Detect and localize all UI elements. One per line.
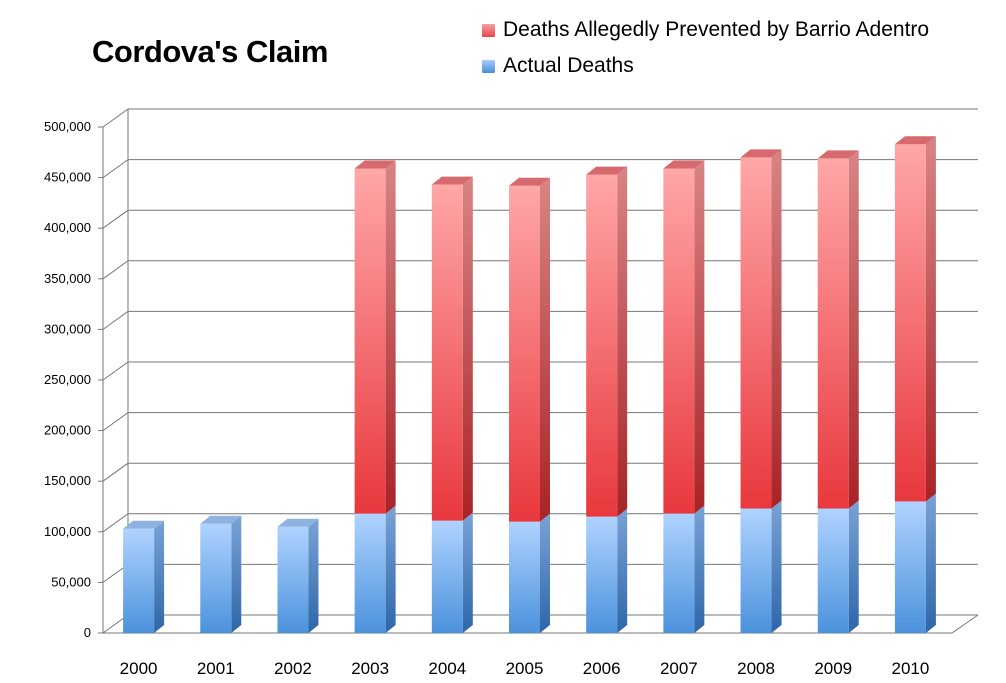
x-tick-label: 2000	[120, 659, 158, 678]
bar-side-prevented-2009	[848, 150, 859, 509]
legend-item-prevented: Deaths Allegedly Prevented by Barrio Ade…	[482, 12, 929, 48]
gridline-side	[102, 361, 129, 381]
x-axis: 2000 2001 2002 2003 2004 2005 2006 2007 2008 2009…	[120, 659, 930, 678]
bar-side-actual-2000	[154, 520, 165, 633]
bar-top-prevented-2005	[509, 177, 550, 186]
y-tick-label: 100,000	[44, 524, 91, 539]
bar-side-actual-2008	[771, 500, 782, 633]
bar-side-prevented-2008	[771, 149, 782, 509]
gridline-side	[102, 209, 129, 229]
bar-side-actual-2009	[848, 500, 859, 633]
bar-side-prevented-2003	[385, 160, 396, 514]
bar-side-actual-2005	[540, 513, 550, 633]
bar-top-prevented-2006	[586, 166, 628, 175]
bar-top-prevented-2008	[740, 149, 782, 158]
x-tick-label: 2006	[583, 659, 621, 678]
x-tick-label: 2007	[660, 659, 698, 678]
gridline-side	[102, 412, 129, 432]
y-tick-label: 150,000	[44, 473, 91, 488]
bar-top-actual-2001	[200, 515, 242, 524]
bar-prevented-2010	[894, 144, 926, 502]
bar-actual-2000	[123, 528, 155, 633]
legend-item-actual: Actual Deaths	[482, 48, 929, 84]
y-tick-label: 300,000	[44, 321, 91, 336]
bar-prevented-2007	[663, 168, 695, 514]
bar-side-prevented-2010	[925, 136, 936, 502]
bars	[123, 136, 936, 633]
bar-top-prevented-2003	[354, 160, 396, 169]
x-tick-label: 2010	[891, 659, 929, 678]
x-tick-label: 2004	[428, 659, 466, 678]
x-tick-label: 2009	[814, 659, 852, 678]
x-tick-label: 2003	[351, 659, 389, 678]
bar-actual-2009	[817, 508, 849, 633]
bar-actual-2001	[200, 523, 232, 633]
bar-top-prevented-2007	[663, 160, 705, 169]
bar-side-actual-2003	[385, 505, 396, 633]
y-tick-label: 50,000	[51, 574, 91, 589]
bar-prevented-2006	[586, 174, 618, 517]
bar-top-actual-2002	[277, 518, 319, 527]
y-axis: 0 50,000 100,000 150,000 200,000 250,000 300,0…	[44, 119, 103, 640]
bar-prevented-2003	[354, 168, 386, 514]
gridline-side	[102, 159, 129, 179]
x-tick-label: 2005	[506, 659, 544, 678]
bar-actual-2006	[586, 516, 618, 633]
legend-label-prevented: Deaths Allegedly Prevented by Barrio Ade…	[503, 18, 930, 41]
gridline-side	[102, 260, 129, 280]
bar-actual-2005	[509, 521, 540, 633]
y-tick-label: 450,000	[44, 170, 91, 185]
bar-side-actual-2001	[231, 515, 242, 633]
bar-prevented-2004	[431, 184, 463, 521]
x-tick-label: 2008	[737, 659, 775, 678]
bar-side-actual-2010	[925, 493, 936, 633]
bar-top-prevented-2004	[431, 176, 473, 185]
bar-side-actual-2007	[694, 505, 705, 633]
y-tick-label: 0	[84, 625, 91, 640]
y-tick-label: 500,000	[44, 119, 91, 134]
legend: Deaths Allegedly Prevented by Barrio Ade…	[482, 12, 929, 84]
bar-actual-2004	[431, 520, 463, 633]
legend-swatch-actual	[482, 59, 495, 73]
y-tick-label: 400,000	[44, 220, 91, 235]
gridline-side	[102, 462, 129, 482]
bar-top-prevented-2010	[894, 136, 936, 145]
bar-side-prevented-2007	[694, 160, 705, 514]
bar-actual-2002	[277, 526, 309, 633]
bar-top-prevented-2009	[817, 150, 859, 159]
bar-side-actual-2006	[617, 508, 628, 633]
y-tick-label: 350,000	[44, 271, 91, 286]
y-tick-label: 200,000	[44, 423, 91, 438]
bar-prevented-2005	[509, 185, 540, 522]
bar-side-prevented-2006	[617, 166, 628, 517]
gridline-side	[102, 513, 129, 533]
bar-side-actual-2002	[308, 518, 319, 633]
legend-swatch-prevented	[482, 23, 495, 37]
gridline-side	[102, 310, 129, 330]
bar-prevented-2008	[740, 157, 772, 509]
bar-actual-2007	[663, 513, 695, 633]
bar-actual-2010	[894, 501, 926, 633]
bar-actual-2003	[354, 513, 386, 633]
x-tick-label: 2001	[197, 659, 235, 678]
gridline-side	[102, 108, 129, 128]
x-tick-label: 2002	[274, 659, 312, 678]
bar-top-actual-2000	[123, 520, 165, 529]
bar-side-prevented-2005	[540, 177, 550, 522]
bar-prevented-2009	[817, 158, 849, 509]
bar-actual-2008	[740, 508, 772, 633]
legend-label-actual: Actual Deaths	[503, 54, 634, 77]
floor	[103, 614, 979, 634]
y-tick-label: 250,000	[44, 372, 91, 387]
bar-side-prevented-2004	[462, 176, 473, 521]
chart-title: Cordova's Claim	[92, 34, 328, 69]
bar-side-actual-2004	[462, 512, 473, 633]
